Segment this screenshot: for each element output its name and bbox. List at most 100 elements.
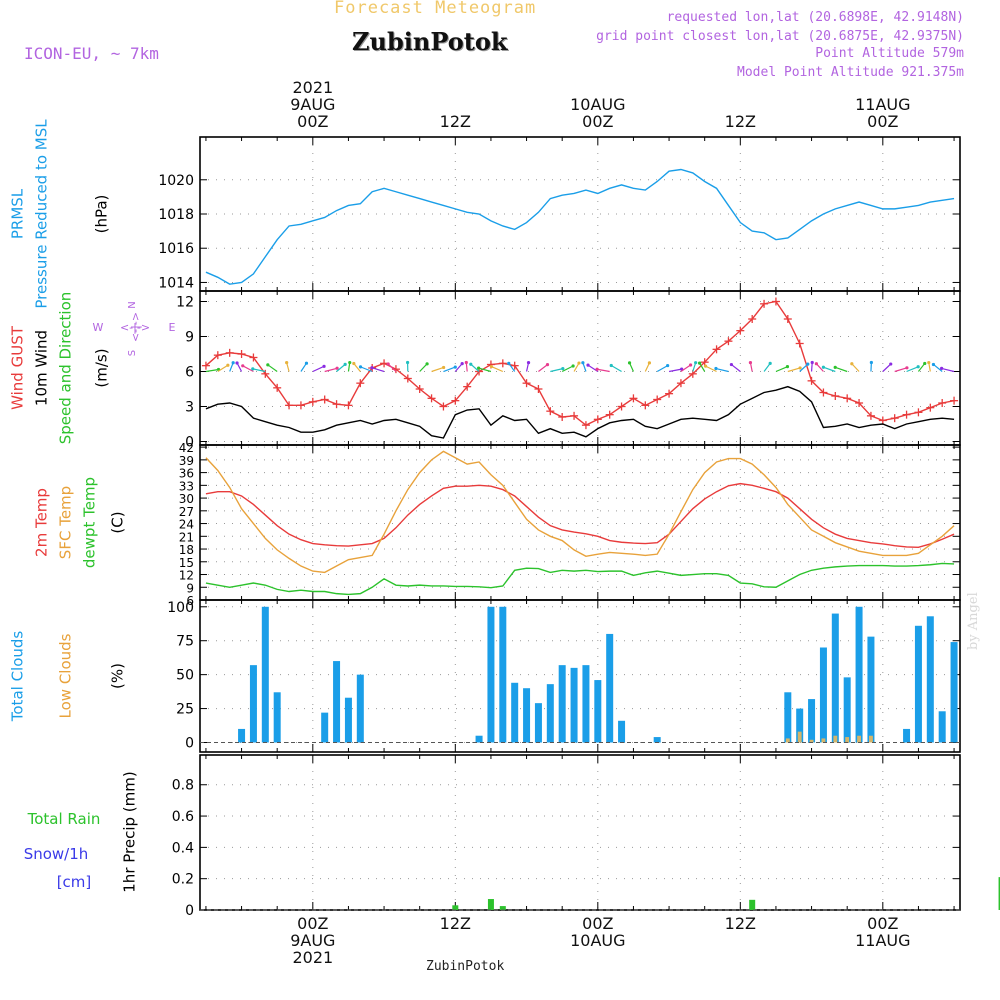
- wind-series-0-marker: [201, 361, 210, 370]
- wind-series-0-marker: [914, 408, 923, 417]
- wind-arrow: [347, 360, 352, 372]
- compass-west: W: [93, 321, 104, 334]
- wind-arrow: [217, 363, 230, 373]
- wind-arrow: [229, 361, 235, 372]
- clouds-ytick-label: 100: [167, 600, 194, 616]
- precip-axis-label: 1hr Precip (mm): [121, 771, 139, 892]
- temp-ytick-label: 21: [179, 530, 194, 544]
- temp-series-1: [205, 450, 955, 574]
- wind-arrow: [644, 361, 652, 372]
- time-label-bottom: 2021: [292, 948, 333, 967]
- clouds-bar-0: [950, 642, 958, 743]
- temp-ytick-label: 9: [186, 581, 194, 595]
- temp-frame: [199, 444, 961, 601]
- compass-east: E: [169, 321, 176, 334]
- compass-horizontal: <-|->: [120, 321, 150, 334]
- clouds-axis-label: Low Clouds: [57, 633, 75, 718]
- time-label-bottom: 11AUG: [855, 931, 910, 950]
- pressure-axis-label: Pressure Reduced to MSL: [33, 119, 51, 309]
- clouds-bar-0: [867, 636, 875, 743]
- wind-frame: [199, 290, 961, 446]
- clouds-ytick-label: 75: [176, 634, 194, 650]
- clouds-bar-0: [534, 703, 542, 743]
- clouds-bar-0: [570, 667, 578, 743]
- wind-arrow: [550, 367, 565, 373]
- wind-series-1: [205, 385, 955, 439]
- clouds-bar-0: [499, 606, 507, 743]
- wind-arrow: [810, 360, 814, 372]
- clouds-bar-0: [819, 647, 827, 743]
- wind-arrow: [489, 364, 504, 373]
- model-label: ICON-EU, ~ 7km: [24, 44, 159, 63]
- wind-series-0-marker: [522, 379, 531, 388]
- footer-location: ZubinPotok: [426, 959, 505, 974]
- wind-arrow: [358, 365, 373, 373]
- temp-ytick-label: 39: [179, 454, 194, 468]
- pressure-axis-label: PRMSL: [9, 188, 27, 239]
- wind-series-0-marker: [308, 397, 317, 406]
- precip-bar-0: [452, 905, 459, 910]
- precip-bar-0: [499, 906, 506, 910]
- wind-arrow: [370, 366, 385, 373]
- wind-arrow: [627, 361, 634, 372]
- clouds-bar-1: [845, 737, 850, 743]
- wind-arrow: [763, 361, 772, 372]
- wind-arrow: [931, 362, 943, 372]
- wind-series-0-marker: [676, 379, 685, 388]
- wind-series-0-marker: [225, 348, 234, 357]
- wind-series-0-marker: [665, 389, 674, 398]
- wind-arrow: [927, 360, 931, 372]
- clouds-bar-1: [797, 731, 802, 743]
- temp-ytick-label: 18: [179, 543, 194, 557]
- clouds-bar-0: [344, 697, 352, 743]
- wind-series-0-marker: [771, 297, 780, 306]
- pressure-grid: [200, 137, 960, 291]
- grid-point: grid point closest lon,lat (20.6875E, 42…: [596, 29, 964, 44]
- wind-arrow: [850, 362, 860, 372]
- temp-ytick-label: 33: [179, 479, 194, 493]
- wind-ytick-label: 0: [185, 435, 194, 451]
- wind-arrow: [799, 362, 810, 372]
- clouds-bar-0: [855, 606, 863, 743]
- wind-arrow: [419, 362, 429, 372]
- clouds-bar-0: [558, 665, 566, 743]
- model-altitude: Model Point Altitude 921.375m: [737, 65, 964, 80]
- wind-series-0-marker: [415, 385, 424, 393]
- wind-series-0-marker: [237, 350, 246, 358]
- wind-arrow: [882, 362, 893, 372]
- temp-axis-label: SFC Temp: [57, 486, 75, 559]
- wind-series-0-marker: [558, 413, 567, 421]
- wind-arrow: [386, 362, 397, 372]
- wind-series-0-marker: [344, 401, 353, 410]
- time-label-top: 00Z: [867, 112, 898, 131]
- wind-arrow: [336, 362, 347, 372]
- clouds-axis-label: Total Clouds: [9, 631, 27, 723]
- wind-arrow: [729, 362, 741, 372]
- precip-ytick-label: 0.6: [172, 809, 194, 825]
- wind-series-0-marker: [890, 414, 899, 423]
- wind-series-0-marker: [736, 326, 745, 335]
- clouds-bar-0: [238, 728, 246, 743]
- wind-series-0-marker: [320, 395, 329, 404]
- pressure-series-0: [205, 168, 955, 285]
- temp-grid: [200, 445, 960, 601]
- time-label-top: 00Z: [297, 112, 328, 131]
- precip-frame: [199, 754, 961, 911]
- clouds-bar-0: [843, 677, 851, 743]
- clouds-bar-1: [785, 738, 790, 743]
- clouds-bar-0: [831, 613, 839, 743]
- clouds-bar-1: [869, 735, 873, 743]
- wind-arrow: [656, 363, 670, 373]
- clouds-bar-0: [618, 720, 626, 743]
- wind-series-0-marker: [641, 401, 650, 410]
- wind-series-0-marker: [831, 392, 840, 400]
- temp-axis-label: 2m Temp: [33, 488, 51, 557]
- clouds-ytick-label: 50: [176, 668, 194, 684]
- pressure-frame: [199, 136, 961, 292]
- wind-arrow: [469, 362, 480, 372]
- precip-ytick-label: 0: [185, 903, 194, 919]
- wind-arrow: [285, 361, 290, 372]
- clouds-bar-0: [511, 682, 519, 743]
- temp-ytick-label: 27: [179, 505, 194, 519]
- wind-ytick-label: 6: [185, 365, 194, 381]
